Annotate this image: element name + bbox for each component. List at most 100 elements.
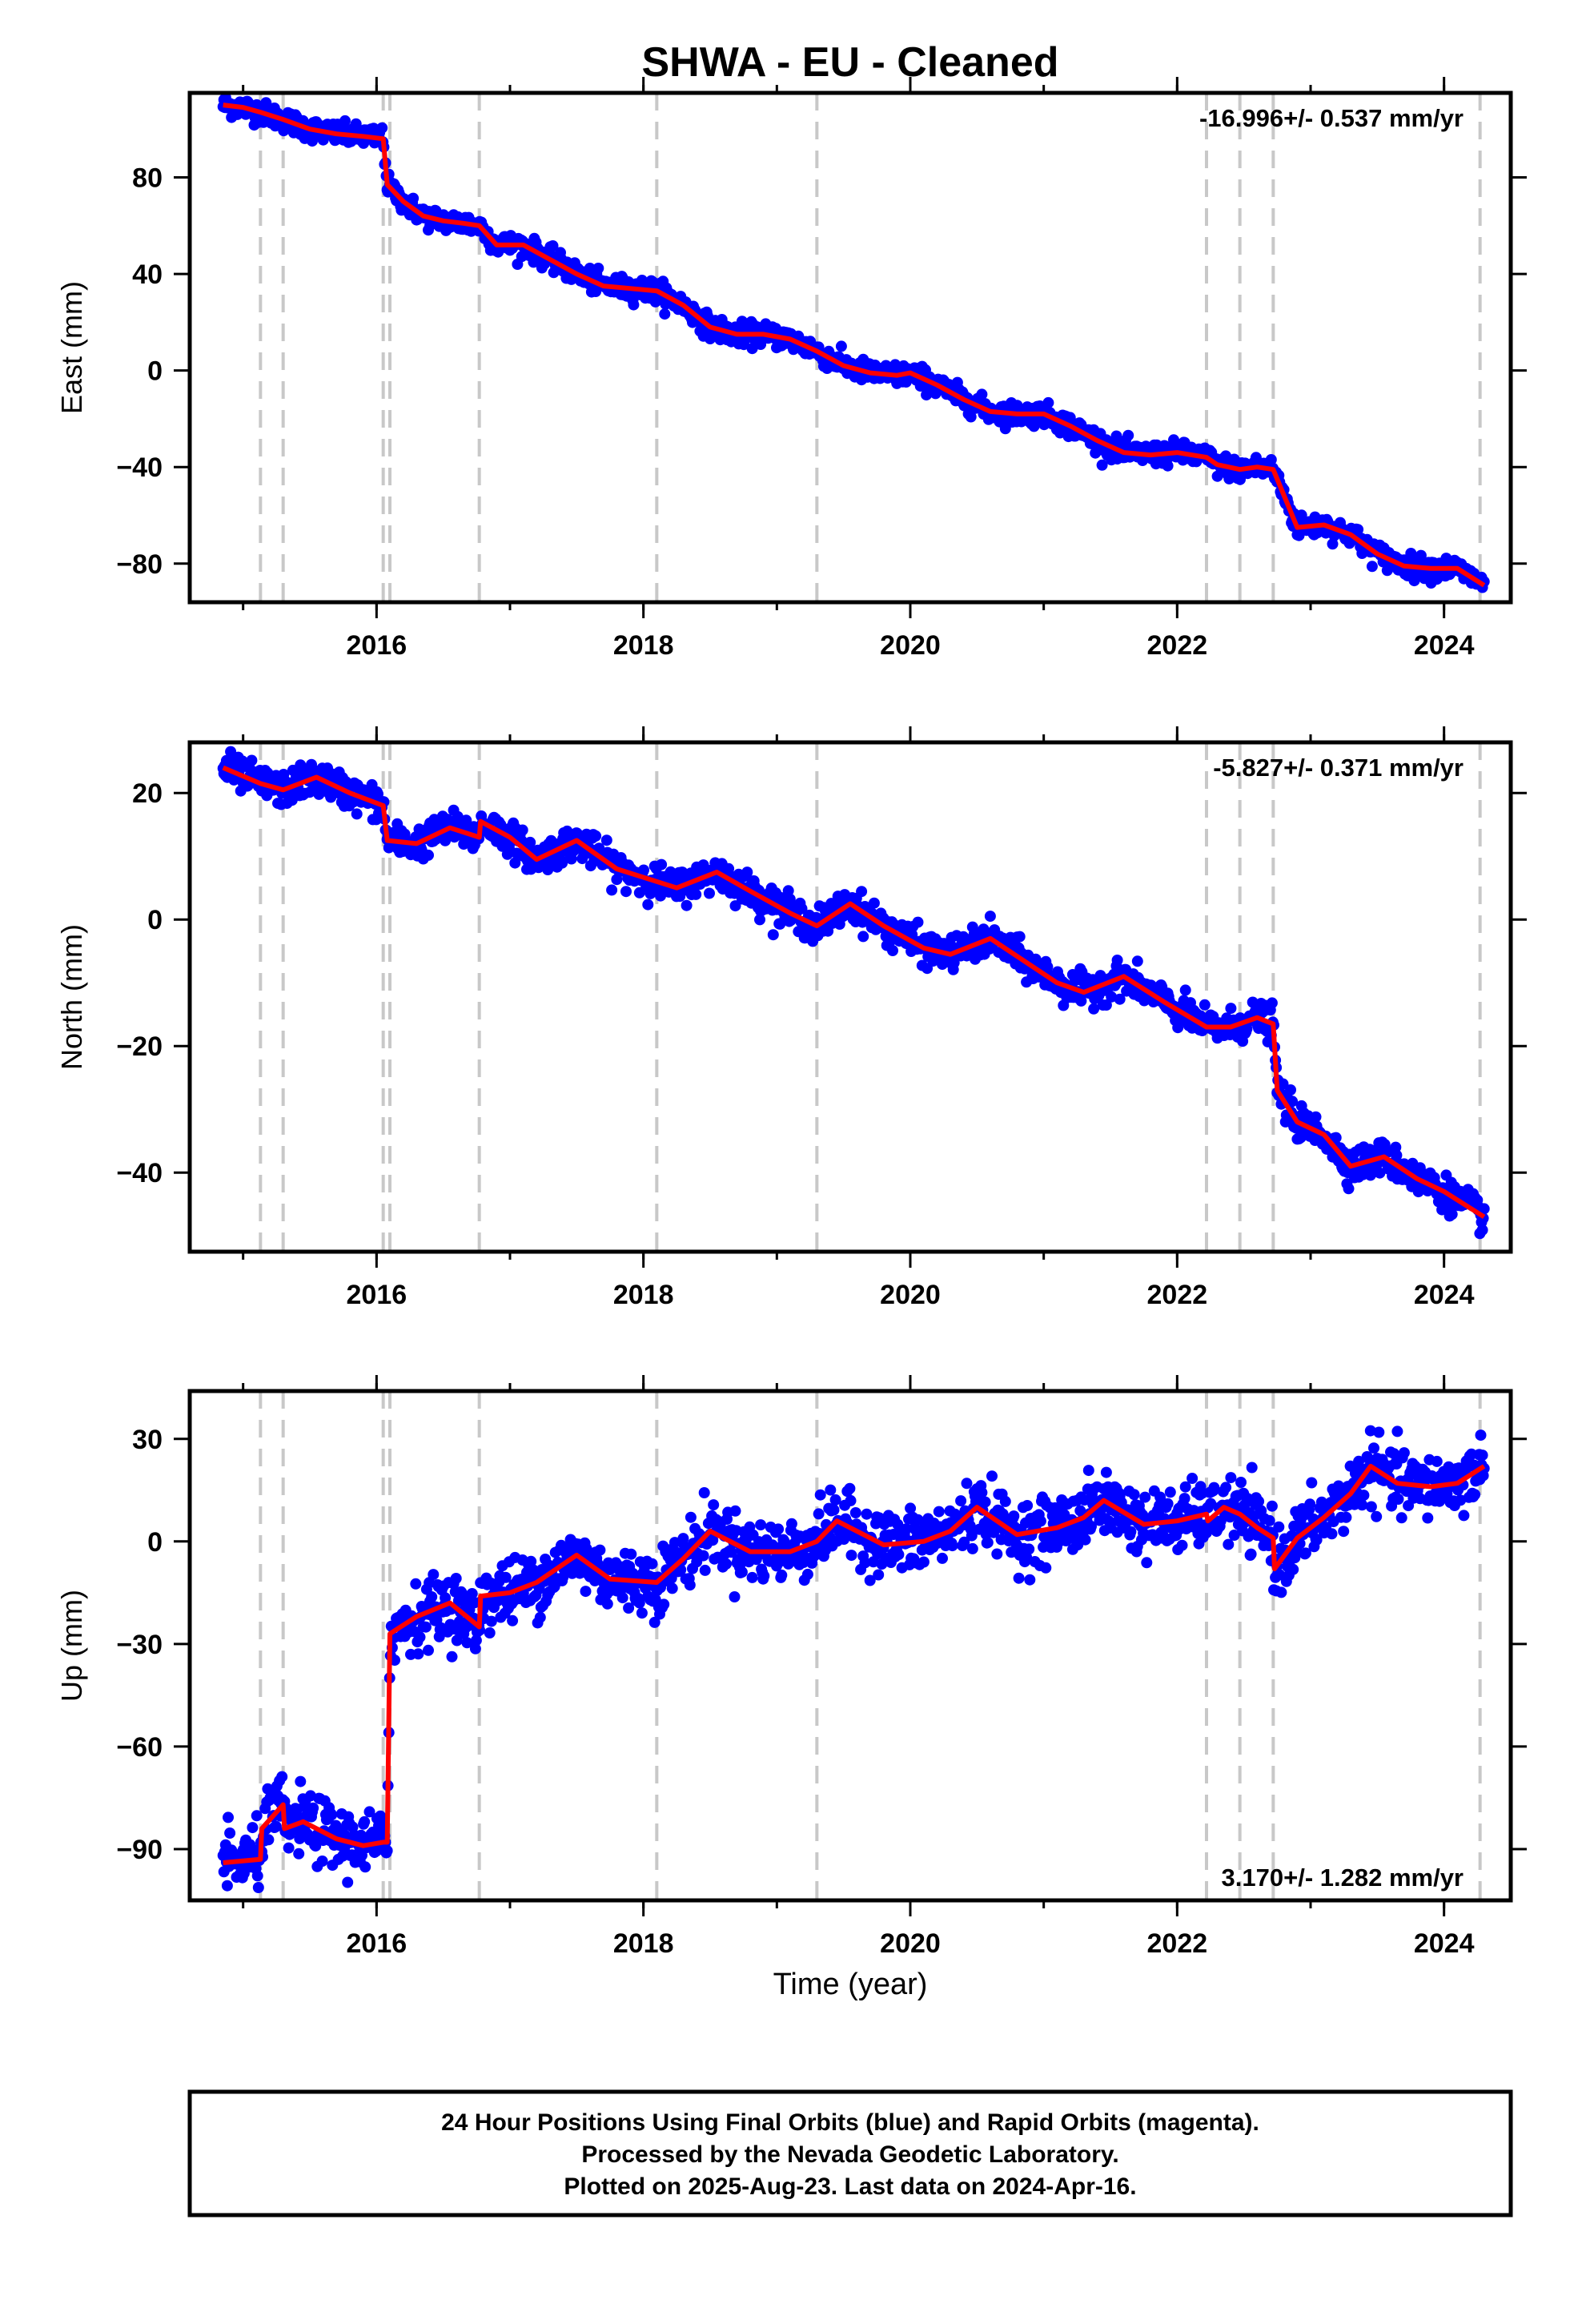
data-point [1365,1501,1377,1513]
y-axis-label: Up (mm) [55,1590,88,1702]
data-point [1176,1539,1188,1551]
data-point [991,1548,1003,1560]
data-point [966,1530,978,1542]
data-point [616,1592,628,1604]
data-point [1042,396,1054,408]
chart-title: SHWA - EU - Cleaned [641,39,1058,86]
data-point [412,1648,424,1660]
data-point [1446,1208,1458,1220]
data-point [316,1856,328,1867]
data-point [857,931,869,943]
data-point [868,897,880,909]
data-point [252,1882,264,1893]
data-point [685,1511,697,1523]
data-point [1306,1477,1318,1489]
y-tick-label: 0 [147,1527,163,1558]
data-point [500,1571,512,1583]
data-point [601,1598,613,1610]
data-point [738,339,750,351]
data-point [1223,1538,1235,1550]
data-point [1287,1563,1299,1575]
data-point [659,308,671,320]
data-point [1275,1586,1287,1598]
data-point [856,886,868,898]
x-axis-label: Time (year) [773,1968,928,2001]
data-point [681,899,693,911]
data-point [845,1550,857,1562]
data-point [656,858,668,870]
x-tick-label: 2020 [880,630,941,661]
plot-frame [187,90,1513,605]
data-point [729,1505,741,1517]
data-point [1246,1462,1258,1474]
data-point [708,1499,720,1511]
y-tick-label: 0 [147,356,163,387]
data-point [1373,1426,1385,1438]
data-point [557,1571,569,1583]
data-point [636,1607,648,1619]
data-point [966,1542,978,1554]
plot-frame [187,740,1513,1254]
data-point [1476,1224,1488,1236]
plot-area [217,1391,1490,1900]
data-point [774,1555,786,1567]
data-point [1366,561,1378,573]
data-point [466,1588,478,1599]
x-tick-label: 2016 [347,1928,408,1959]
data-point [1304,1498,1316,1510]
data-point [1034,1515,1046,1527]
data-point [363,1806,375,1818]
data-point [600,834,612,846]
data-point [461,1637,473,1649]
data-point [460,814,472,826]
footer-frame [187,2089,1513,2217]
data-point [1096,459,1108,471]
data-point [725,1546,737,1558]
data-point [844,1482,856,1494]
data-point [801,1568,813,1580]
data-point [509,857,521,869]
model-line [222,765,1486,1220]
data-point [1422,1512,1434,1524]
data-point [979,1496,991,1508]
data-point [1199,999,1211,1011]
data-point [861,1508,873,1520]
data-point [580,1586,592,1598]
data-point [221,1880,233,1892]
data-point [1228,1530,1240,1541]
data-point [666,1582,678,1594]
data-point [1235,473,1246,485]
data-point [1340,1511,1352,1523]
data-point [426,1591,438,1602]
data-point [339,115,351,127]
data-point [782,885,794,897]
x-tick-label: 2018 [613,1280,674,1310]
data-point [1225,1472,1237,1484]
data-point [937,1552,948,1564]
data-point [469,1642,481,1655]
data-point [307,1802,319,1814]
data-point [270,1820,282,1832]
data-point [628,299,640,311]
data-point [1388,1448,1400,1460]
data-point [1478,1203,1490,1215]
data-point [965,411,977,423]
data-point [864,1574,876,1586]
data-point [1469,1489,1481,1501]
data-point [767,929,779,941]
data-point [893,1549,905,1561]
data-point [1391,1149,1403,1161]
data-point [623,1602,635,1614]
data-point [1122,429,1134,441]
x-tick-label: 2016 [347,1280,408,1310]
data-point [1352,524,1364,536]
data-point [758,1570,770,1582]
data-point [976,388,988,400]
data-point [1287,1096,1299,1108]
x-tick-label: 2016 [347,630,408,661]
data-point [1277,1078,1289,1090]
data-point [814,1489,826,1501]
data-point [1266,997,1278,1009]
data-point [414,1631,426,1643]
